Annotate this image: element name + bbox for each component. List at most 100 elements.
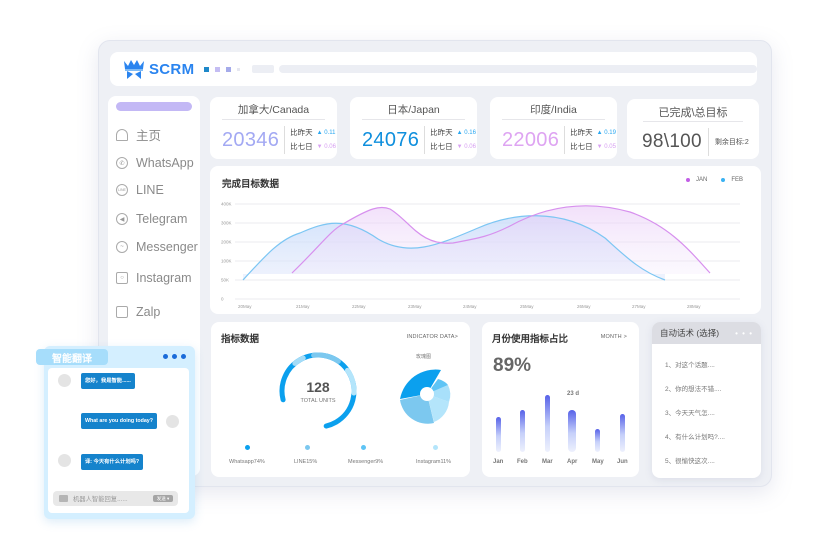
- legend-feb[interactable]: FEB: [721, 177, 743, 183]
- stat-card-japan[interactable]: 日本/Japan 24076 比昨天 ▲ 0.16 比七日 ▼ 0.06: [350, 97, 477, 159]
- goal-line-chart: 完成目标数据 JAN FEB 400K 300K 200K: [210, 166, 761, 314]
- top-bar: SCRM: [110, 52, 757, 86]
- sidebar-item-messenger[interactable]: ~ Messenger: [116, 240, 198, 254]
- smart-translate-chat: 智能翻译 您好，我是智能...... What are you doing to…: [36, 346, 195, 519]
- indicator-panel: 指标数据 INDICATOR DATA> 128 TOTAL UNITS 玫瑰图…: [211, 322, 470, 477]
- legend-label: FEB: [731, 177, 743, 183]
- svg-text:20May: 20May: [238, 304, 252, 309]
- svg-text:22May: 22May: [352, 304, 366, 309]
- instagram-icon: ○: [116, 272, 128, 284]
- sidebar-item-line[interactable]: LINE LINE: [116, 183, 164, 197]
- folder-icon[interactable]: [59, 495, 68, 502]
- script-item[interactable]: 3、今天天气怎....: [665, 410, 715, 417]
- bot-avatar-icon: [58, 374, 71, 387]
- script-item[interactable]: 1、对这个话题....: [665, 362, 715, 369]
- svg-text:28May: 28May: [687, 304, 701, 309]
- legend-line: LINE15%: [294, 459, 318, 465]
- send-button[interactable]: 发送 ▾: [153, 495, 173, 502]
- month-link[interactable]: MONTH >: [600, 334, 627, 340]
- address-bar[interactable]: [279, 65, 757, 73]
- goal-title: 已完成\总目标: [658, 107, 728, 119]
- trend-down: ▼ 0.06: [456, 144, 476, 150]
- divider: [222, 119, 325, 120]
- legend-dot-icon: [305, 445, 310, 450]
- compare-label: 比昨天: [570, 128, 593, 137]
- stat-title: 加拿大/Canada: [237, 104, 310, 116]
- goal-card[interactable]: 已完成\总目标 98\100 剩余目标:2: [627, 99, 759, 159]
- chat-input[interactable]: 机器人智能回复...... 发送 ▾: [53, 491, 178, 506]
- sidebar-item-instagram[interactable]: ○ Instagram: [116, 271, 192, 285]
- divider: [502, 119, 605, 120]
- folder-icon: [116, 306, 128, 318]
- chat-bubble: 您好，我是智能......: [81, 373, 135, 389]
- dot-icon: [685, 178, 690, 182]
- trend-down: ▼ 0.06: [316, 144, 336, 150]
- sidebar-item-whatsapp[interactable]: ✆ WhatsApp: [116, 156, 194, 170]
- stat-value: 24076: [362, 128, 420, 151]
- compare-label: 比昨天: [290, 128, 313, 137]
- bot-avatar-icon: [58, 454, 71, 467]
- dot-icon: [226, 66, 232, 72]
- legend-jan[interactable]: JAN: [685, 177, 708, 183]
- home-icon: [116, 128, 128, 141]
- monthly-usage-panel: 月份使用指标占比 MONTH > 89% 23 d Jan Feb Mar Ap…: [482, 322, 639, 477]
- month-label: May: [592, 459, 604, 465]
- legend-label: JAN: [695, 177, 708, 183]
- legend-dot-icon: [361, 445, 366, 450]
- sidebar-item-telegram[interactable]: ◀ Telegram: [116, 212, 187, 226]
- bar-annotation: 23 d: [567, 391, 580, 397]
- stat-title: 日本/Japan: [387, 104, 440, 116]
- chat-messages: 您好，我是智能...... What are you doing today? …: [48, 368, 189, 513]
- trend-up: ▲ 0.19: [596, 130, 616, 136]
- sidebar-item-zalp[interactable]: Zalp: [116, 305, 160, 319]
- svg-text:26May: 26May: [577, 304, 591, 309]
- goal-value: 98\100: [642, 131, 702, 152]
- logo[interactable]: SCRM: [122, 58, 194, 80]
- panel-title: 自动话术 (选择): [660, 328, 720, 338]
- rose-chart-title: 玫瑰图: [416, 354, 432, 360]
- stat-title: 印度/India: [530, 104, 577, 116]
- indicator-data-link[interactable]: INDICATOR DATA>: [406, 334, 458, 340]
- dot-icon: [721, 178, 726, 182]
- svg-text:200K: 200K: [221, 240, 232, 245]
- sidebar-item-label: LINE: [136, 183, 164, 197]
- month-label: Apr: [567, 459, 578, 465]
- sidebar-item-label: Zalp: [136, 305, 161, 319]
- total-units-value: 128: [306, 379, 330, 395]
- svg-text:300K: 300K: [221, 221, 232, 226]
- legend-dot-icon: [245, 445, 250, 450]
- trend-up: ▲ 0.11: [316, 130, 336, 136]
- month-label: Mar: [542, 459, 553, 465]
- remaining-goal: 剩余目标:2: [714, 139, 749, 146]
- script-item[interactable]: 4、有什么计划吗?....: [665, 434, 725, 441]
- svg-text:25May: 25May: [520, 304, 534, 309]
- chart-title: 完成目标数据: [222, 179, 280, 190]
- divider: [564, 126, 566, 154]
- sidebar-item-home[interactable]: 主页: [116, 125, 161, 144]
- dot-icon: [237, 67, 241, 71]
- chat-menu-icon[interactable]: [163, 354, 186, 359]
- chat-bubble: 译: 今天有什么计划吗?: [81, 454, 144, 470]
- compare-label: 比七日: [430, 142, 453, 151]
- area-chart-plot: 400K 300K 200K 100K 50K 0 20May 21May 22…: [221, 202, 740, 309]
- stat-card-india[interactable]: 印度/India 22006 比昨天 ▲ 0.19 比七日 ▼ 0.05: [490, 97, 617, 159]
- legend-instagram: Instagram11%: [416, 459, 452, 465]
- chat-input-placeholder: 机器人智能回复......: [73, 496, 128, 503]
- stat-card-canada[interactable]: 加拿大/Canada 20346 比昨天 ▲ 0.11 比七日 ▼ 0.06: [210, 97, 337, 159]
- divider: [284, 126, 286, 154]
- legend-messenger: Messenger9%: [348, 459, 384, 465]
- messenger-icon: ~: [116, 241, 128, 253]
- sidebar-header-bar: [116, 102, 192, 111]
- user-avatar-icon: [166, 415, 179, 428]
- chat-bubble: What are you doing today?: [81, 413, 157, 429]
- sidebar-item-label: Instagram: [136, 271, 192, 285]
- compare-label: 比七日: [570, 142, 593, 151]
- panel-title: 月份使用指标占比: [492, 334, 569, 345]
- script-item[interactable]: 2、你的想法不错....: [665, 386, 722, 393]
- chart-legend: JAN FEB: [685, 177, 743, 183]
- script-item[interactable]: 5、很愉快这次....: [665, 458, 715, 465]
- month-label: Feb: [517, 459, 528, 465]
- more-icon[interactable]: • • •: [735, 328, 753, 338]
- legend-whatsapp: Whatsapp74%: [229, 459, 265, 465]
- tab-placeholder[interactable]: [252, 65, 275, 73]
